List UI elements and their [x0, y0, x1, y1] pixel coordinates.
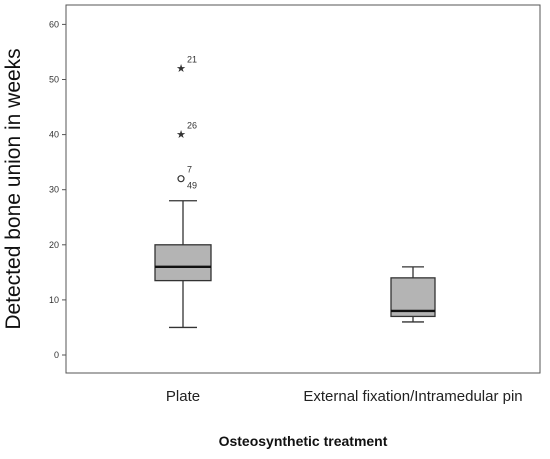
x-tick-label: Plate: [166, 388, 200, 405]
outlier-point: [177, 175, 185, 183]
outlier-label: 21: [187, 54, 197, 64]
y-tick-label: 20: [49, 240, 59, 250]
y-tick-label: 40: [49, 130, 59, 140]
y-tick-label: 0: [54, 350, 59, 360]
y-tick-label: 50: [49, 75, 59, 85]
outlier-series: 497★26★21: [176, 54, 197, 190]
y-tick-label: 10: [49, 295, 59, 305]
y-tick-label: 60: [49, 19, 59, 29]
outlier-point: ★: [176, 128, 186, 141]
iqr-box: [154, 244, 212, 282]
x-axis-categories: Plate External fixation/Intramedular pin: [166, 388, 523, 405]
plot-frame: [65, 4, 541, 374]
y-tick-label: 30: [49, 185, 59, 195]
y-axis-title: Detected bone union in weeks: [2, 48, 25, 329]
x-tick-label: External fixation/Intramedular pin: [303, 388, 522, 405]
outlier-label: 49: [187, 181, 197, 191]
outlier-label: 26: [187, 121, 197, 131]
outlier-label: 7: [187, 165, 192, 175]
box-series: [154, 200, 436, 329]
y-axis: 0 10 20 30 40 50 60: [49, 19, 66, 360]
outlier-point: ★: [176, 62, 186, 75]
x-axis-title: Osteosynthetic treatment: [219, 433, 388, 449]
